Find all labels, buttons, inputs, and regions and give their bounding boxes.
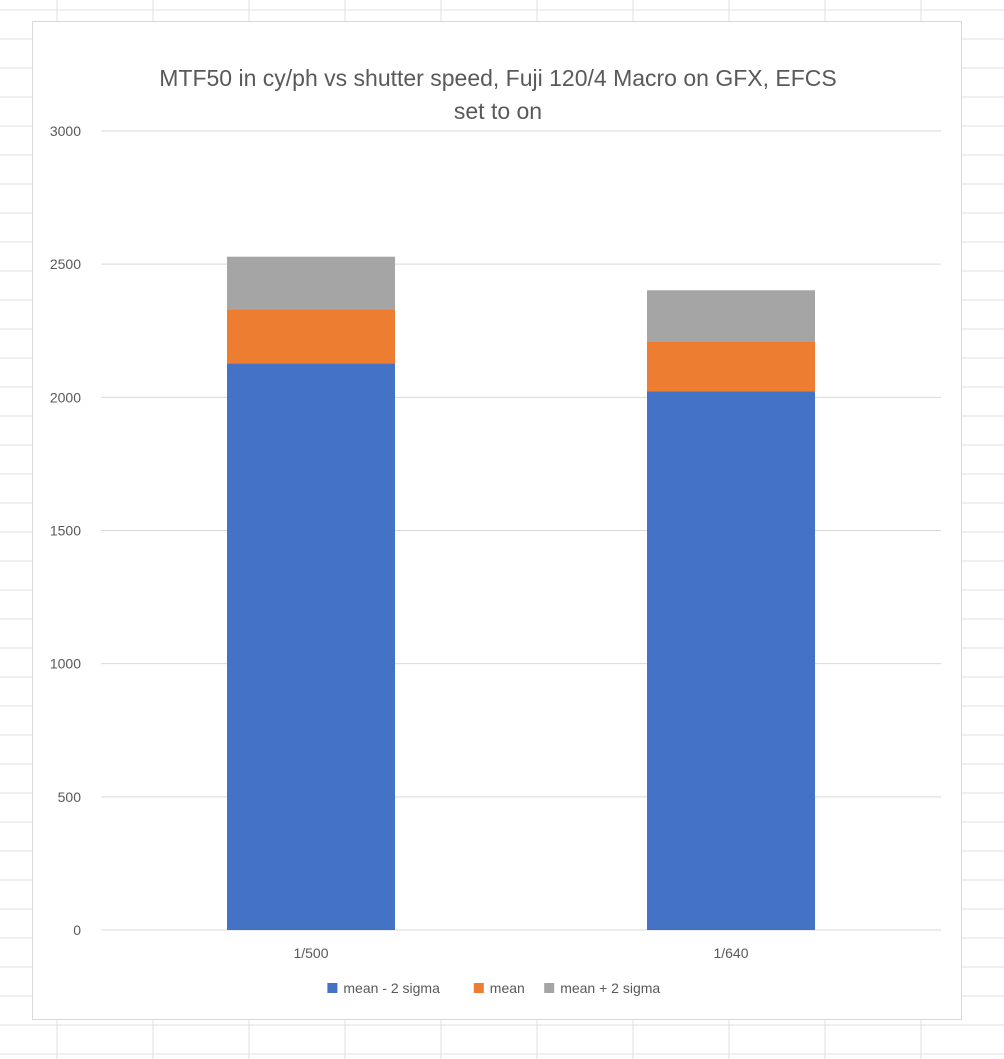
- bar-1-500-series-1[interactable]: [227, 309, 395, 364]
- legend-label: mean: [490, 980, 525, 996]
- legend-item[interactable]: mean - 2 sigma: [327, 980, 440, 996]
- bar-1-640-series-2[interactable]: [647, 290, 815, 342]
- y-axis-tick-labels: 0 500 1000 1500 2000 2500 3000: [50, 123, 81, 938]
- y-tick-label: 3000: [50, 123, 81, 139]
- legend-label: mean + 2 sigma: [560, 980, 660, 996]
- legend-swatch: [327, 983, 338, 993]
- chart-title-line-2: set to on: [454, 98, 542, 124]
- chart-title: MTF50 in cy/ph vs shutter speed, Fuji 12…: [159, 65, 837, 124]
- y-tick-label: 500: [58, 789, 82, 805]
- bar-1-640-series-0[interactable]: [647, 391, 815, 930]
- bar-1-640-series-1[interactable]: [647, 341, 815, 392]
- bars: [227, 256, 815, 930]
- bar-1-500-series-2[interactable]: [227, 256, 395, 310]
- legend-item[interactable]: mean: [473, 980, 525, 996]
- y-tick-label: 0: [73, 922, 81, 938]
- x-tick-label: 1/500: [293, 945, 328, 961]
- chart-area[interactable]: MTF50 in cy/ph vs shutter speed, Fuji 12…: [32, 21, 962, 1020]
- x-axis-tick-labels: 1/500 1/640: [293, 945, 748, 961]
- y-tick-label: 1500: [50, 523, 81, 539]
- legend-label: mean - 2 sigma: [343, 980, 440, 996]
- chart-svg: MTF50 in cy/ph vs shutter speed, Fuji 12…: [50, 65, 941, 996]
- bar-1-500-series-0[interactable]: [227, 363, 395, 930]
- legend-item[interactable]: mean + 2 sigma: [544, 980, 660, 996]
- y-tick-label: 2500: [50, 256, 81, 272]
- chart-title-line-1: MTF50 in cy/ph vs shutter speed, Fuji 12…: [159, 65, 837, 91]
- legend[interactable]: mean - 2 sigma mean mean + 2 sigma: [327, 980, 660, 996]
- legend-swatch: [473, 983, 484, 993]
- x-tick-label: 1/640: [713, 945, 748, 961]
- y-tick-label: 2000: [50, 389, 81, 405]
- legend-swatch: [544, 983, 555, 993]
- y-tick-label: 1000: [50, 656, 81, 672]
